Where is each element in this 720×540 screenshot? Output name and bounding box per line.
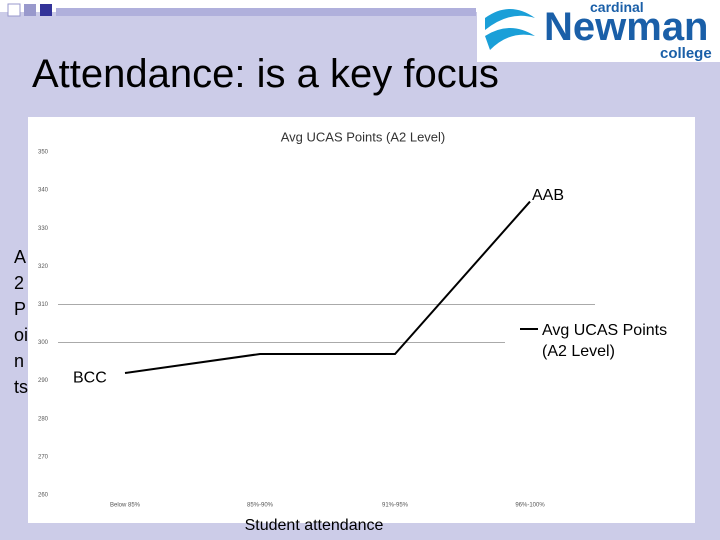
annotation: AAB — [532, 187, 564, 204]
annotation: BCC — [73, 369, 107, 386]
logo-text: Newman — [544, 5, 709, 49]
chart-area — [28, 117, 695, 523]
y-tick-label: 280 — [38, 416, 49, 422]
x-tick-label: Below 85% — [110, 503, 141, 509]
logo-text: cardinal — [590, 0, 644, 15]
deco-square — [7, 3, 21, 17]
deco-square — [24, 4, 36, 16]
y-tick-label: 330 — [38, 226, 49, 232]
y-tick-label: 310 — [38, 302, 49, 308]
y-tick-label: 340 — [38, 188, 49, 194]
deco-bar — [56, 8, 476, 16]
y-tick-label: 320 — [38, 264, 49, 270]
y-tick-label: 270 — [38, 454, 49, 460]
y-tick-label: 300 — [38, 340, 49, 346]
x-axis-label: Student attendance — [245, 517, 384, 534]
x-tick-label: 91%-95% — [382, 503, 409, 509]
deco-square — [40, 4, 52, 16]
x-tick-label: 96%-100% — [515, 503, 545, 509]
x-tick-label: 85%-90% — [247, 503, 274, 509]
y-tick-label: 350 — [38, 150, 49, 156]
logo-mark — [485, 9, 535, 50]
legend-label: Avg UCAS Points (A2 Level) — [542, 322, 668, 360]
chart-title: Avg UCAS Points (A2 Level) — [281, 129, 446, 144]
logo-text: college — [660, 45, 712, 62]
y-tick-label: 260 — [38, 493, 49, 499]
slide-title: Attendance: is a key focus — [32, 52, 499, 96]
line-series — [124, 200, 531, 375]
y-tick-label: 290 — [38, 378, 49, 384]
y-axis-label: A2 Points — [14, 247, 29, 397]
